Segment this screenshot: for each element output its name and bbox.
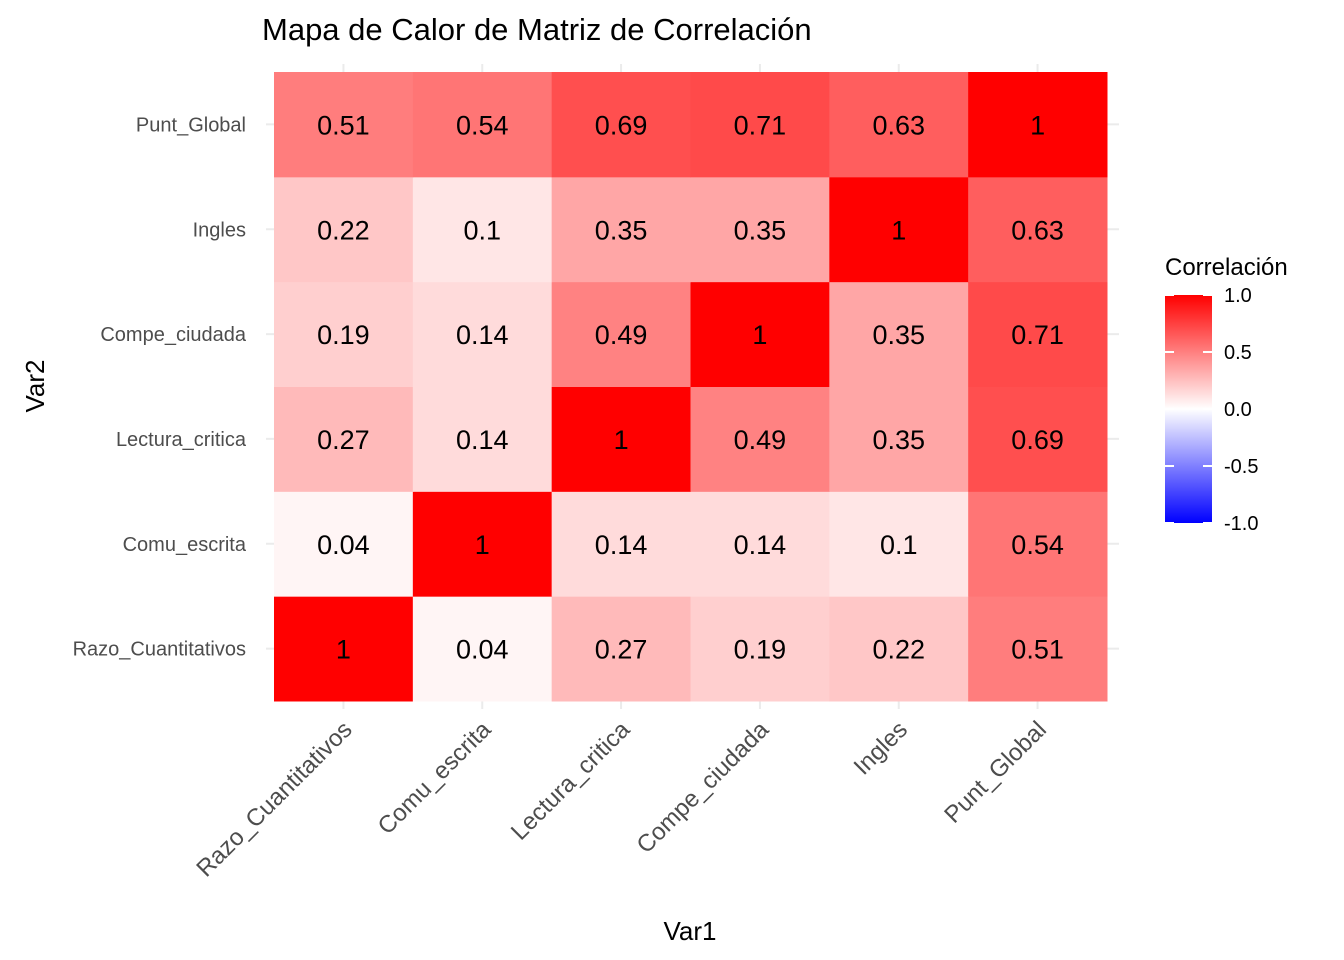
heatmap-cell [829,281,969,387]
heatmap-cell [829,491,969,597]
heatmap-cell [690,596,830,702]
cell-value-labels: 1 0.04 0.27 0.19 0.22 0.51 0.04 1 0.14 0.14 0.1 0.5… [317,110,1064,664]
heatmap-cell [690,491,830,597]
legend-tick-label: 0.5 [1224,342,1252,364]
cell-value-label: 1 [475,530,490,560]
cell-value-label: 0.69 [595,110,648,140]
cell-value-label: 0.35 [734,215,787,245]
heatmap-cell [968,72,1108,178]
heatmap-cell [829,72,969,178]
cell-value-label: 0.14 [595,530,648,560]
heatmap-cell [274,281,414,387]
heatmap-cell [551,176,691,283]
cell-value-label: 0.1 [463,215,501,245]
heatmap-cell [412,176,553,283]
heatmap-cell [412,386,553,492]
cell-value-label: 0.49 [595,320,648,350]
heatmap-cell [968,491,1108,597]
y-tick-label: Razo_Cuantitativos [73,639,246,661]
heatmap-cell [412,491,553,597]
legend-tick-label: -1.0 [1224,513,1258,535]
cell-value-label: 0.63 [872,110,925,140]
heatmap-cell [274,596,414,702]
heatmap-cell [274,386,414,492]
cell-value-label: 0.04 [456,635,509,665]
heatmap-cell [829,596,969,702]
cell-value-label: 0.14 [734,530,787,560]
cell-value-label: 0.27 [595,635,648,665]
cell-value-label: 0.71 [1011,320,1064,350]
heatmap-cell [412,596,553,702]
heatmap-cell [968,176,1108,283]
cell-value-label: 0.54 [456,110,509,140]
y-tick-label: Punt_Global [136,114,246,136]
cell-value-label: 0.69 [1011,425,1064,455]
y-tick-label: Ingles [193,219,246,241]
cell-value-label: 0.19 [734,635,787,665]
heatmap-cell [274,491,414,597]
cell-value-label: 0.22 [872,635,925,665]
cell-value-label: 1 [891,215,906,245]
cell-value-label: 0.51 [317,110,370,140]
heatmap-cell [829,386,969,492]
cell-value-label: 0.54 [1011,530,1064,560]
cell-value-label: 1 [614,425,629,455]
cell-value-label: 1 [336,635,351,665]
heatmap-cell [690,176,830,283]
cell-value-label: 0.14 [456,425,509,455]
y-tick-label: Lectura_critica [116,429,247,451]
heatmap-cells [274,72,1108,702]
cell-value-label: 0.1 [880,530,918,560]
y-tick-label: Compe_ciudada [100,324,247,346]
heatmap-cell [551,72,691,178]
heatmap-cell [412,72,553,178]
legend-tick-label: 0.0 [1224,399,1252,421]
cell-value-label: 0.71 [734,110,787,140]
color-legend: Correlación 1.0 0.5 0.0 -0.5 -1.0 [1165,254,1288,535]
heatmap-cell [968,386,1108,492]
cell-value-label: 0.22 [317,215,370,245]
cell-value-label: 0.14 [456,320,509,350]
cell-value-label: 0.19 [317,320,370,350]
x-axis-title: Var1 [664,916,717,946]
heatmap-cell [690,72,830,178]
heatmap-cell [690,281,830,387]
heatmap-cell [412,281,553,387]
cell-value-label: 0.51 [1011,635,1064,665]
cell-value-label: 0.27 [317,425,370,455]
heatmap-cell [551,491,691,597]
heatmap-cell [551,596,691,702]
chart-title: Mapa de Calor de Matriz de Correlación [262,12,812,47]
cell-value-label: 0.49 [734,425,787,455]
heatmap-cell [968,281,1108,387]
heatmap-cell [551,386,691,492]
heatmap-cell [829,176,969,283]
heatmap-cell [551,281,691,387]
legend-tick-label: 1.0 [1224,285,1252,307]
y-axis-tick-labels: Razo_Cuantitativos Comu_escrita Lectura_cr… [73,114,247,660]
heatmap-cell [690,386,830,492]
cell-value-label: 0.35 [595,215,648,245]
cell-value-label: 0.35 [872,320,925,350]
legend-title: Correlación [1165,254,1288,281]
cell-value-label: 1 [1030,110,1045,140]
y-axis-title: Var2 [20,360,50,413]
heatmap-cell [274,72,414,178]
cell-value-label: 0.35 [872,425,925,455]
cell-value-label: 0.63 [1011,215,1064,245]
cell-value-label: 1 [752,320,767,350]
cell-value-label: 0.04 [317,530,370,560]
legend-tick-label: -0.5 [1224,456,1258,478]
y-tick-label: Comu_escrita [123,534,247,556]
heatmap-cell [968,596,1108,702]
heatmap-cell [274,176,414,283]
